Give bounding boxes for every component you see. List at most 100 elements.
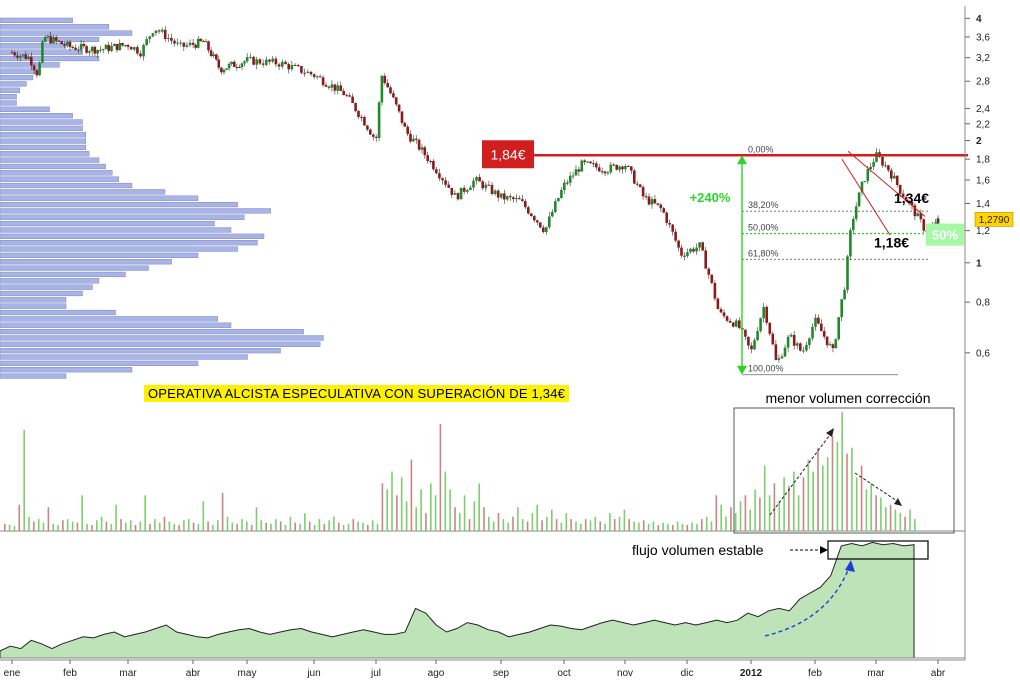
candle-body [363,117,366,126]
time-axis: ene feb mar abr may jun jul ago sep oct nov dic 2012… [0,659,965,679]
volume-rise-arrow-head [826,428,834,437]
volume-bar [546,516,548,531]
candle-body [222,70,226,73]
volume-bar [391,471,393,531]
volume-bar [681,523,684,531]
candle-body [493,190,497,194]
volume-bar [168,521,171,531]
candle-body [722,312,726,317]
time-tick-label: abr [186,668,201,679]
volume-profile-bar [0,265,149,271]
price-tick-label: 3,6 [976,32,990,43]
price-tick-label: 1 [976,258,982,269]
candle-body [170,38,173,41]
candle-body [32,65,36,71]
volume-bar [720,504,722,531]
candle-body [805,344,808,351]
volume-bar [28,516,30,531]
candle-body [339,85,343,91]
volume-profile-bar [0,43,67,49]
volume-bar [284,525,287,531]
candle-body [321,77,325,85]
volume-bar [415,507,417,531]
candle-body [453,193,457,195]
candle-body [274,58,278,65]
candle-body [406,126,409,134]
volume-bar [894,509,897,531]
candle-body [901,193,905,197]
candle-body [512,197,515,200]
candle-body [182,42,186,47]
candle-body [603,171,607,174]
volume-bar [71,521,74,531]
candle-body [922,219,926,231]
fibonacci-label: 100,00% [748,364,784,374]
volume-bar [333,516,335,531]
candle-body [695,247,698,252]
candle-body [656,203,660,205]
candle-body [389,87,392,94]
candle-body [898,184,902,194]
time-tick-label: ago [428,668,445,679]
volume-bar [144,495,146,531]
volume-bar [822,465,824,532]
candle-body [592,163,595,165]
time-tick-label: jul [370,668,381,679]
volume-profile-bar [0,335,324,341]
candle-body [852,219,855,231]
volume-bar [100,516,103,531]
volume-profile-bar [0,182,133,189]
candle-body [825,336,829,346]
candle-body [327,86,331,88]
volume-bars: menor volumen corrección [0,390,965,534]
candle-body [725,316,729,321]
volume-bar [885,507,887,531]
volume-bar [255,507,258,531]
volume-bar [517,507,519,531]
candle-body [469,187,472,190]
volume-bar [468,519,471,531]
last-price-label: 1,2790 [979,215,1010,226]
flow-rise-arrow-head [845,560,855,572]
candle-body [148,36,152,40]
candle-body [374,136,378,138]
volume-profile-bar [0,195,199,201]
volume-bar [696,523,698,531]
candle-body [774,344,778,360]
volume-bar [221,492,224,531]
candle-body [597,167,601,172]
gain-arrow-head-down [737,365,747,375]
volume-profile-bar [0,144,87,151]
candle-body [85,46,88,53]
candle-body [913,205,917,217]
candle-body [49,36,52,44]
volume-profile-bar [0,328,304,335]
candle-body [650,199,654,205]
volume-bar [560,522,563,531]
candle-body [412,138,415,142]
volume-bar [18,504,21,531]
volume-profile-bar [0,367,133,373]
candle-body [46,36,50,38]
volume-bar [725,516,727,531]
candle-body [574,169,578,176]
candle-body [233,61,236,67]
volume-profile-bar [0,214,245,220]
volume-profile-bar [0,55,100,62]
candle-body [759,318,762,332]
candle-body [518,198,521,200]
candle-body [369,129,372,135]
candle-body [459,187,463,200]
candle-body [768,322,772,334]
candle-body [548,216,551,228]
candle-body [895,175,899,185]
candle-body [521,199,524,202]
volume-bar [667,523,669,531]
volume-bar [763,465,766,532]
volume-bar [483,507,485,531]
time-tick-label: sep [493,668,510,679]
price-tick-label: 2,4 [976,104,990,115]
volume-profile-bar [0,284,93,290]
candle-body [271,58,274,62]
volume-bar [812,471,814,531]
